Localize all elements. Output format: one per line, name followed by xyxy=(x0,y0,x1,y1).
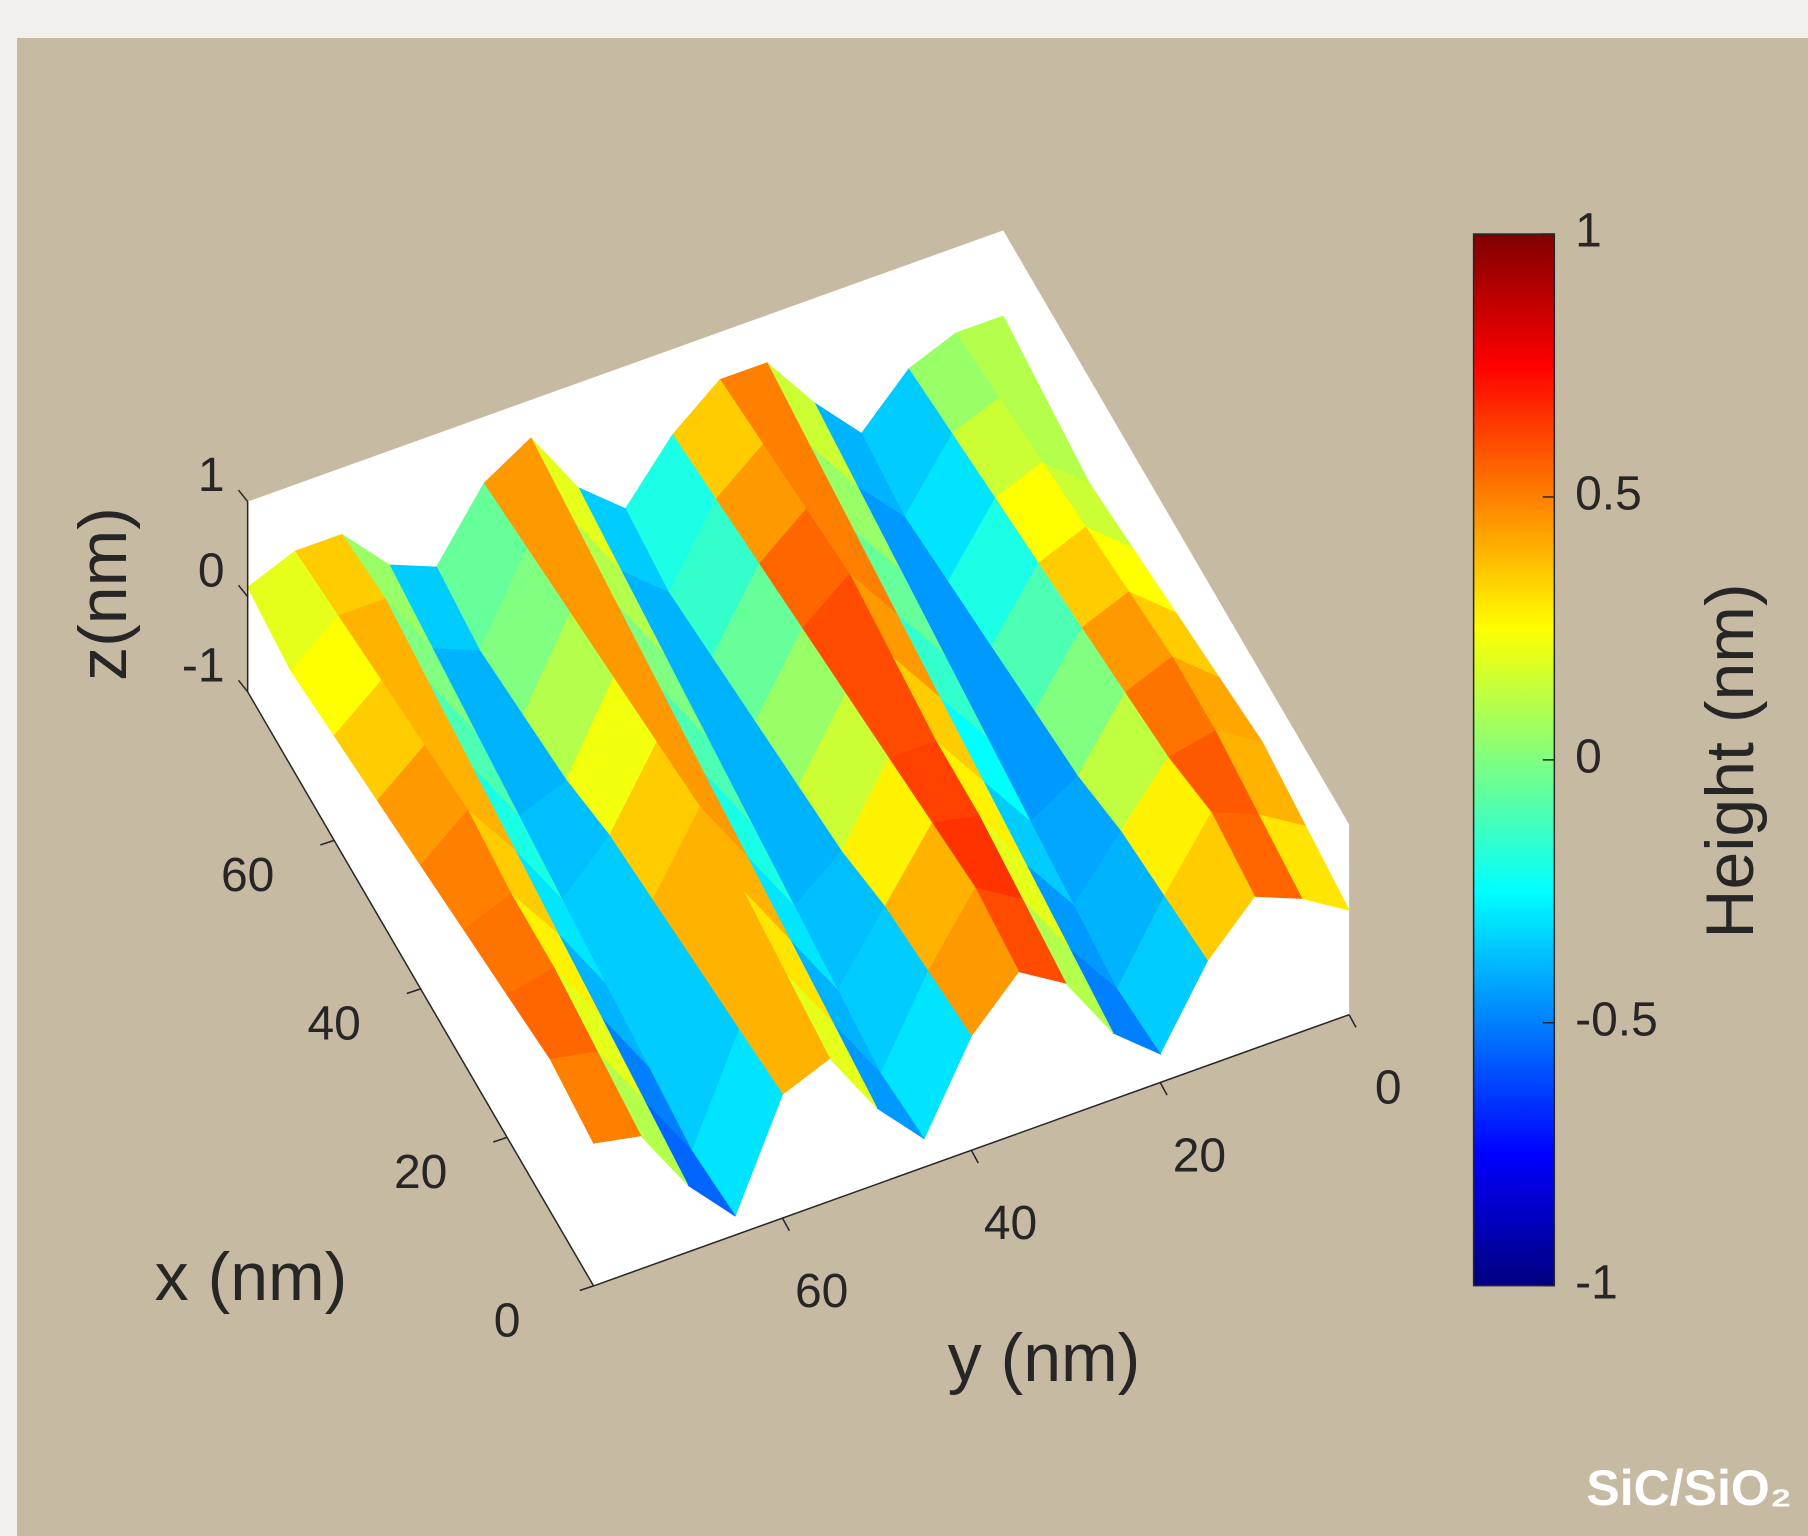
y-axis-label: y (nm) xyxy=(948,1320,1141,1396)
z-tick-mark xyxy=(237,489,249,503)
z-tick-mark xyxy=(237,679,249,693)
x-tick-label: 20 xyxy=(394,1146,447,1199)
x-axis-label: x (nm) xyxy=(155,1239,348,1315)
y-tick-mark xyxy=(1159,1082,1168,1096)
plot-area xyxy=(237,230,1357,1292)
z-axis-label: z(nm) xyxy=(65,507,141,681)
annotation: SiC/SiO₂ xyxy=(1586,1460,1792,1516)
x-tick-mark xyxy=(320,839,335,846)
x-tick-label: 40 xyxy=(307,998,360,1051)
y-tick-label: 20 xyxy=(1173,1129,1226,1182)
y-tick-label: 40 xyxy=(984,1197,1037,1250)
y-tick-mark xyxy=(970,1149,979,1164)
x-tick-mark xyxy=(493,1136,508,1143)
z-tick-label: 1 xyxy=(198,449,225,502)
x-tick-mark xyxy=(579,1285,594,1292)
colorbar-tick-label: 0 xyxy=(1575,731,1602,784)
y-tick-label: 60 xyxy=(795,1265,848,1318)
colorbar-tick-label: -1 xyxy=(1575,1256,1618,1309)
colorbar-tick-label: 1 xyxy=(1575,205,1602,258)
colorbar xyxy=(1472,233,1556,1287)
y-tick-mark xyxy=(1348,1014,1357,1028)
y-tick-label: 0 xyxy=(1375,1061,1402,1114)
surface-patch xyxy=(549,1051,642,1144)
y-tick-mark xyxy=(781,1217,791,1232)
colorbar-tick-label: -0.5 xyxy=(1575,993,1658,1046)
z-tick-label: -1 xyxy=(182,639,225,692)
x-tick-label: 60 xyxy=(221,849,274,902)
z-tick-label: 0 xyxy=(198,544,225,597)
colorbar-label: Height (nm) xyxy=(1692,583,1768,938)
colorbar-tick-label: 0.5 xyxy=(1575,468,1642,521)
x-tick-mark xyxy=(406,988,421,995)
z-tick-mark xyxy=(237,584,249,598)
x-tick-label: 0 xyxy=(494,1295,521,1348)
